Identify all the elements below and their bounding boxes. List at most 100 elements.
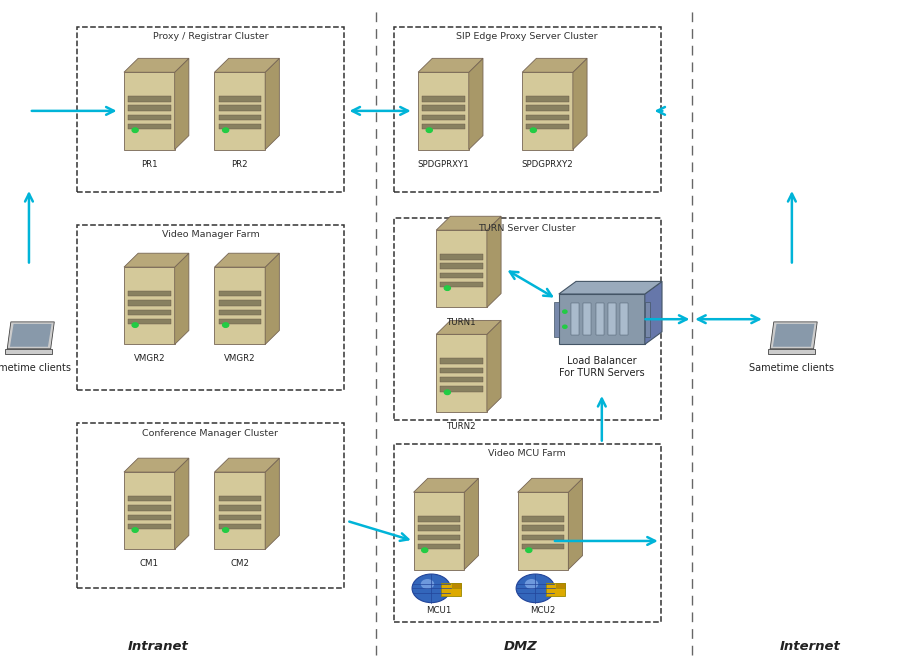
- Bar: [128, 291, 171, 296]
- Bar: [526, 106, 569, 111]
- Polygon shape: [452, 583, 461, 588]
- Polygon shape: [518, 492, 568, 570]
- Polygon shape: [464, 478, 479, 570]
- Bar: [128, 496, 171, 501]
- Bar: [417, 535, 461, 540]
- Bar: [128, 515, 171, 520]
- Polygon shape: [10, 324, 52, 347]
- Text: Sametime clients: Sametime clients: [749, 363, 834, 373]
- Text: PR1: PR1: [141, 160, 157, 169]
- Polygon shape: [214, 472, 265, 550]
- Circle shape: [444, 286, 451, 290]
- Circle shape: [412, 574, 451, 603]
- Polygon shape: [487, 216, 501, 308]
- Polygon shape: [175, 58, 189, 150]
- Polygon shape: [124, 253, 189, 267]
- Polygon shape: [418, 58, 483, 73]
- Text: Load Balancer
For TURN Servers: Load Balancer For TURN Servers: [559, 356, 644, 378]
- Polygon shape: [557, 583, 565, 588]
- Polygon shape: [214, 73, 265, 150]
- Circle shape: [132, 528, 138, 532]
- Polygon shape: [559, 282, 662, 294]
- Polygon shape: [522, 58, 587, 73]
- Polygon shape: [214, 253, 280, 267]
- Bar: [546, 583, 565, 597]
- Polygon shape: [214, 458, 280, 472]
- Bar: [595, 303, 604, 335]
- Text: SIP Edge Proxy Server Cluster: SIP Edge Proxy Server Cluster: [456, 32, 598, 41]
- Bar: [521, 535, 565, 540]
- Polygon shape: [124, 472, 175, 550]
- Bar: [218, 319, 262, 325]
- Polygon shape: [522, 73, 573, 150]
- Circle shape: [223, 128, 229, 132]
- Bar: [768, 349, 815, 354]
- Bar: [440, 368, 483, 373]
- Polygon shape: [773, 324, 814, 347]
- Text: Video MCU Farm: Video MCU Farm: [489, 449, 566, 458]
- Bar: [128, 310, 171, 315]
- Bar: [440, 273, 483, 278]
- Bar: [440, 254, 483, 259]
- Bar: [417, 516, 461, 521]
- Text: TURN Server Cluster: TURN Server Cluster: [479, 224, 576, 233]
- Bar: [417, 526, 461, 531]
- Polygon shape: [414, 478, 479, 492]
- Polygon shape: [265, 58, 280, 150]
- Bar: [128, 319, 171, 325]
- Bar: [128, 300, 171, 306]
- Circle shape: [516, 574, 555, 603]
- Text: SPDGPRXY1: SPDGPRXY1: [417, 160, 470, 169]
- Circle shape: [132, 323, 138, 327]
- Bar: [5, 349, 52, 354]
- Bar: [583, 303, 591, 335]
- Polygon shape: [487, 321, 501, 411]
- Polygon shape: [568, 478, 583, 570]
- Bar: [521, 516, 565, 521]
- Polygon shape: [518, 478, 583, 492]
- Bar: [218, 300, 262, 306]
- Bar: [422, 115, 465, 120]
- Polygon shape: [436, 216, 501, 230]
- Polygon shape: [436, 230, 487, 308]
- Polygon shape: [573, 58, 587, 150]
- Bar: [526, 115, 569, 120]
- Bar: [440, 263, 483, 269]
- Bar: [440, 377, 483, 382]
- Polygon shape: [469, 58, 483, 150]
- Bar: [218, 515, 262, 520]
- Text: Internet: Internet: [779, 640, 841, 653]
- Text: MCU1: MCU1: [426, 606, 452, 616]
- Text: SPDGPRXY2: SPDGPRXY2: [521, 160, 574, 169]
- Bar: [218, 524, 262, 530]
- Bar: [621, 303, 628, 335]
- Polygon shape: [124, 73, 175, 150]
- Circle shape: [526, 548, 532, 552]
- Bar: [218, 291, 262, 296]
- Text: Conference Manager Cluster: Conference Manager Cluster: [142, 429, 279, 437]
- Bar: [128, 505, 171, 511]
- Text: Video Manager Farm: Video Manager Farm: [161, 230, 260, 239]
- Circle shape: [422, 548, 428, 552]
- Bar: [128, 115, 171, 120]
- Bar: [422, 106, 465, 111]
- Circle shape: [426, 128, 433, 132]
- Bar: [608, 303, 616, 335]
- Text: VMGR2: VMGR2: [224, 355, 255, 364]
- Bar: [442, 583, 461, 597]
- Text: Proxy / Registrar Cluster: Proxy / Registrar Cluster: [153, 32, 268, 41]
- Circle shape: [563, 325, 567, 329]
- Polygon shape: [214, 267, 265, 344]
- Circle shape: [223, 323, 229, 327]
- Bar: [440, 282, 483, 288]
- Polygon shape: [265, 458, 280, 550]
- Polygon shape: [644, 302, 650, 337]
- Text: CM2: CM2: [231, 559, 249, 569]
- Text: TURN1: TURN1: [447, 318, 476, 327]
- Text: MCU2: MCU2: [530, 606, 556, 616]
- Circle shape: [421, 579, 434, 589]
- Circle shape: [132, 128, 138, 132]
- Circle shape: [563, 310, 567, 313]
- Bar: [440, 386, 483, 392]
- Bar: [521, 526, 565, 531]
